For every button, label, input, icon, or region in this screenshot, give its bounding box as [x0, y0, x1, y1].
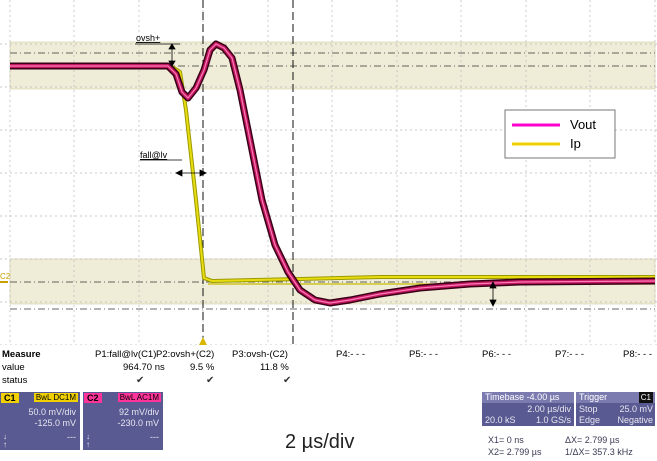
measure-col-value: 11.8 % — [260, 362, 289, 373]
measure-title: Measure — [2, 349, 41, 360]
up-arrow-icon: ↑ — [86, 440, 90, 449]
channel-c1-box[interactable]: C1 BwL DC1M 50.0 mV/div -125.0 mV --- ↓ … — [0, 392, 80, 450]
trigger-channel: C1 — [638, 392, 653, 403]
measure-row-value-label: value — [2, 362, 25, 373]
channel-coupling: BwL DC1M — [33, 393, 78, 402]
trigger-header: Trigger — [576, 392, 655, 403]
up-arrow-icon: ↑ — [3, 440, 7, 449]
trigger-level: 25.0 mV — [619, 404, 653, 414]
cursor-dx-readout: ΔX= 2.799 µs — [565, 435, 620, 445]
cursor-inv-dx-readout: 1/ΔX= 357.3 kHz — [565, 447, 633, 457]
measure-col-status: ✔ — [283, 375, 292, 386]
timebase-header: Timebase -4.00 µs — [482, 392, 574, 403]
channel-offset: -230.0 mV — [117, 418, 159, 428]
measure-col-name: P3:ovsh-(C2) — [232, 349, 288, 360]
fall-lv-marker — [140, 159, 207, 177]
channel-extra: --- — [150, 432, 159, 442]
timebase-samples: 20.0 kS — [485, 415, 516, 425]
trigger-panel[interactable]: Trigger C1 Stop 25.0 mV Edge Negative — [576, 392, 655, 426]
ovsh-plus-label: ovsh+ — [136, 33, 160, 43]
c2-level-arrow — [0, 281, 8, 283]
legend-ip-label: Ip — [570, 136, 581, 151]
trigger-position-icon — [199, 337, 207, 345]
legend-vout-label: Vout — [570, 117, 596, 132]
measure-col-name: P8:- - - — [623, 349, 653, 360]
measure-col-name: P4:- - - — [336, 349, 366, 360]
measure-col-name: P7:- - - — [555, 349, 585, 360]
scope-display: ovsh+ fall@lv C2 Vout Ip — [0, 0, 657, 345]
trigger-mode: Stop — [579, 404, 598, 414]
measure-col-name: P2:ovsh+(C2) — [156, 349, 215, 360]
down-arrow-icon: ↓ — [3, 432, 7, 441]
down-arrow-icon: ↓ — [86, 432, 90, 441]
ovsh-minus-marker — [489, 281, 497, 307]
channel-offset: -125.0 mV — [34, 418, 76, 428]
vout-trace — [10, 40, 656, 307]
measure-col-status: ✔ — [136, 375, 145, 386]
channel-tag: C2 — [84, 393, 102, 403]
legend: Vout Ip — [504, 109, 616, 159]
measure-col-status: ✔ — [206, 375, 215, 386]
measure-col-value: 9.5 % — [190, 362, 215, 373]
cursor-x2-readout: X2= 2.799 µs — [488, 447, 542, 457]
trigger-slope: Negative — [617, 415, 653, 425]
channel-scale: 50.0 mV/div — [28, 407, 76, 417]
timebase-per-div: 2.00 µs/div — [527, 404, 571, 414]
measure-col-name: P6:- - - — [482, 349, 512, 360]
fall-lv-label: fall@lv — [140, 150, 168, 160]
cursor-x1-readout: X1= 0 ns — [488, 435, 524, 445]
trigger-type: Edge — [579, 415, 601, 425]
measure-col-value: 964.70 ns — [123, 362, 165, 373]
c2-level-marker: C2 — [0, 272, 11, 281]
channel-coupling: BwL AC1M — [117, 393, 161, 402]
measure-row-status-label: status — [2, 375, 28, 386]
measure-col-name: P1:fall@lv(C1) — [95, 349, 157, 360]
ovsh-plus-marker — [135, 43, 180, 67]
channel-scale: 92 mV/div — [118, 407, 159, 417]
timebase-rate: 1.0 GS/s — [535, 415, 571, 425]
channel-tag: C1 — [1, 393, 19, 403]
timebase-panel[interactable]: Timebase -4.00 µs 2.00 µs/div 20.0 kS 1.… — [482, 392, 574, 426]
measure-col-name: P5:- - - — [409, 349, 439, 360]
channel-c2-box[interactable]: C2 BwL AC1M 92 mV/div -230.0 mV --- ↓ ↑ — [83, 392, 163, 450]
channel-extra: --- — [67, 432, 76, 442]
caption-time-per-div: 2 µs/div — [285, 431, 355, 453]
